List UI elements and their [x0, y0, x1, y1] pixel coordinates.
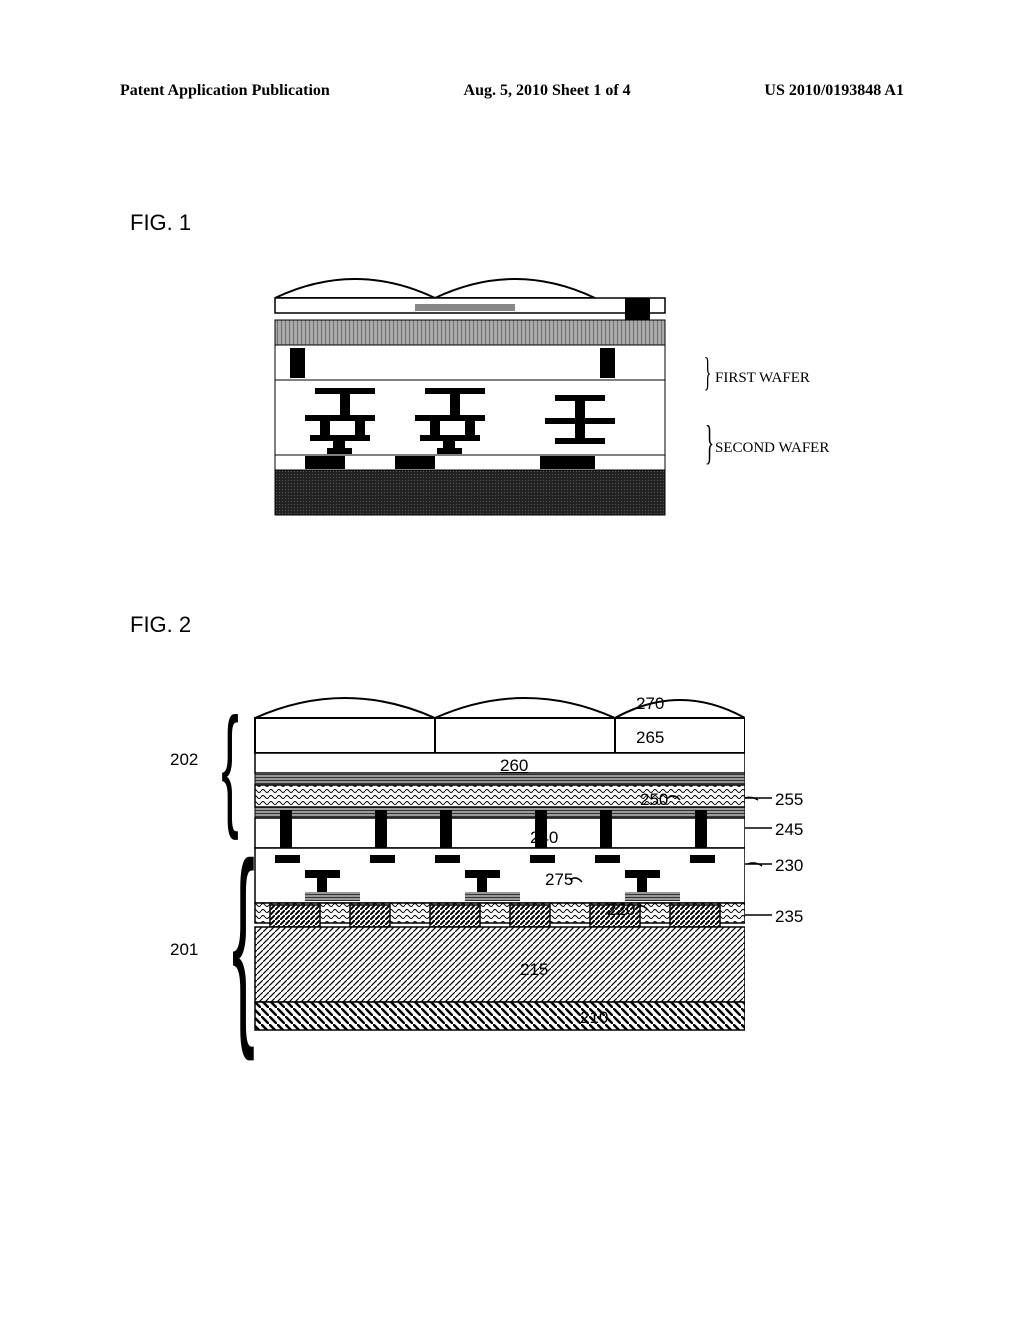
figure-1 — [245, 260, 695, 520]
fig2-svg — [245, 680, 745, 1035]
fig2-ref-265: 265 — [636, 728, 664, 748]
header-right: US 2010/0193848 A1 — [764, 82, 904, 100]
page-header: Patent Application Publication Aug. 5, 2… — [0, 0, 1024, 100]
fig1-svg — [245, 260, 695, 520]
fig2-ref-201: 201 — [170, 940, 198, 960]
fig2-ref-250: 250 — [640, 790, 668, 810]
fig2-ref-235: 235 — [775, 907, 803, 927]
fig2-ref-220: 220 — [607, 900, 635, 920]
figure-2 — [245, 680, 745, 1035]
fig1-label: FIG. 1 — [130, 210, 191, 236]
header-center: Aug. 5, 2010 Sheet 1 of 4 — [464, 82, 631, 100]
fig2-ref-270: 270 — [636, 694, 664, 714]
fig2-ref-210: 210 — [580, 1008, 608, 1028]
fig2-ref-230: 230 — [775, 856, 803, 876]
fig2-bracket-202: { — [221, 698, 239, 833]
fig2-leader-lines — [0, 0, 1024, 1320]
fig2-ref-260: 260 — [500, 756, 528, 776]
fig2-ref-240: 240 — [530, 828, 558, 848]
fig1-first-wafer-brace: } — [704, 348, 712, 395]
fig2-ref-215: 215 — [520, 960, 548, 980]
fig2-ref-202: 202 — [170, 750, 198, 770]
fig1-first-wafer-label: FIRST WAFER — [715, 370, 810, 387]
fig2-ref-245: 245 — [775, 820, 803, 840]
fig1-second-wafer-label: SECOND WAFER — [715, 440, 829, 457]
fig2-label: FIG. 2 — [130, 612, 191, 638]
fig2-ref-255: 255 — [775, 790, 803, 810]
fig2-ref-275: 275 — [545, 870, 573, 890]
fig1-second-wafer-brace: } — [705, 415, 714, 470]
header-left: Patent Application Publication — [120, 82, 330, 100]
